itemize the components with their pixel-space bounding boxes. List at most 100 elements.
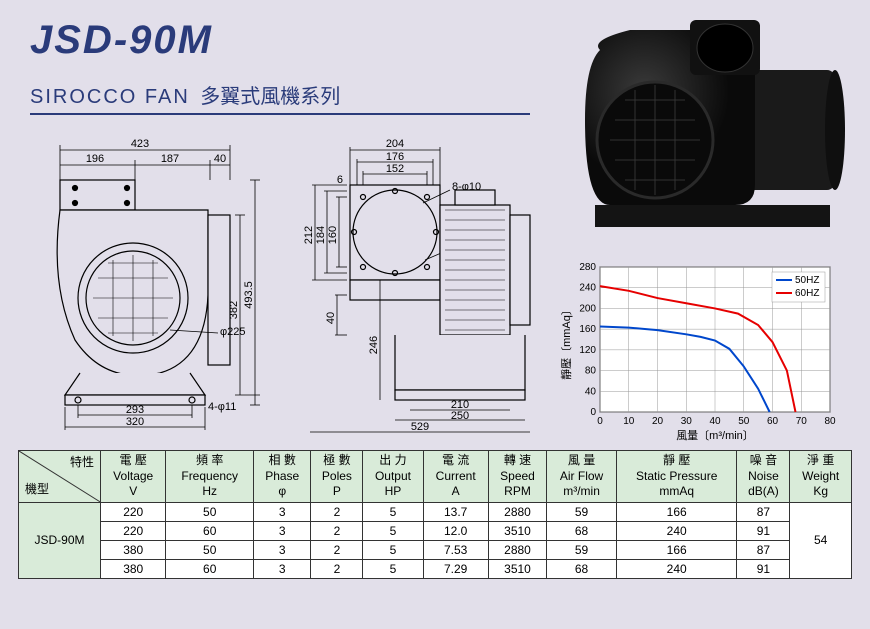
- table-cell: 220: [101, 521, 166, 540]
- table-cell: 3510: [488, 559, 546, 578]
- table-cell: 240: [616, 521, 737, 540]
- table-cell: 5: [363, 540, 423, 559]
- svg-text:184: 184: [315, 226, 327, 244]
- svg-text:40: 40: [585, 386, 597, 397]
- table-row: 2206032512.035106824091: [19, 521, 852, 540]
- table-cell: 5: [363, 559, 423, 578]
- product-subtitle: SIROCCO FAN 多翼式風機系列: [30, 80, 340, 109]
- table-row: JSD-90M2205032513.72880591668754: [19, 502, 852, 521]
- table-row: 380603257.2935106824091: [19, 559, 852, 578]
- table-cell: 50: [166, 502, 254, 521]
- svg-text:40: 40: [325, 312, 337, 324]
- table-cell: 2: [311, 502, 363, 521]
- chart-ylabel: 靜壓〔mmAq〕: [560, 304, 573, 380]
- table-cell: 2: [311, 559, 363, 578]
- svg-text:529: 529: [411, 421, 429, 433]
- spec-table: 特性 機型 電 壓VoltageV頻 率FrequencyHz相 數Phaseφ…: [18, 450, 852, 579]
- table-cell: 5: [363, 502, 423, 521]
- table-cell: 3: [254, 540, 311, 559]
- table-cell: 3510: [488, 521, 546, 540]
- table-cell: 50: [166, 540, 254, 559]
- col-header: 出 力OutputHP: [363, 451, 423, 503]
- subtitle-en: SIROCCO FAN: [30, 86, 190, 108]
- table-cell: 3: [254, 502, 311, 521]
- table-cell: 60: [166, 521, 254, 540]
- col-header: 頻 率FrequencyHz: [166, 451, 254, 503]
- table-cell: 59: [547, 540, 617, 559]
- svg-text:50: 50: [738, 416, 750, 427]
- table-cell: 2: [311, 540, 363, 559]
- svg-text:20: 20: [652, 416, 664, 427]
- col-header: 風 量Air Flowm³/min: [547, 451, 617, 503]
- chart-xlabel: 風量〔m³/min〕: [676, 429, 754, 442]
- table-cell: 87: [737, 502, 790, 521]
- table-cell: 68: [547, 521, 617, 540]
- table-cell: 3: [254, 521, 311, 540]
- svg-text:280: 280: [579, 262, 596, 273]
- svg-text:160: 160: [327, 226, 339, 244]
- svg-text:212: 212: [303, 226, 315, 244]
- divider: [30, 113, 530, 115]
- table-cell: 166: [616, 540, 737, 559]
- table-cell: 7.53: [423, 540, 488, 559]
- svg-text:4-φ11: 4-φ11: [208, 401, 236, 413]
- svg-text:493.5: 493.5: [243, 281, 255, 309]
- dimension-diagrams: 423 196 187 40: [30, 135, 550, 435]
- svg-text:246: 246: [368, 336, 380, 354]
- svg-text:10: 10: [623, 416, 635, 427]
- table-cell: 7.29: [423, 559, 488, 578]
- table-cell: 2: [311, 521, 363, 540]
- svg-text:60: 60: [767, 416, 779, 427]
- svg-text:0: 0: [597, 416, 603, 427]
- col-header: 轉 速SpeedRPM: [488, 451, 546, 503]
- table-cell: 220: [101, 502, 166, 521]
- table-cell: 12.0: [423, 521, 488, 540]
- svg-text:320: 320: [126, 416, 144, 428]
- table-cell: 91: [737, 521, 790, 540]
- svg-text:50HZ: 50HZ: [795, 275, 819, 286]
- table-cell: 91: [737, 559, 790, 578]
- subtitle-cn: 多翼式風機系列: [200, 86, 340, 108]
- svg-text:200: 200: [579, 303, 596, 314]
- product-photo: [540, 10, 850, 240]
- svg-text:6: 6: [337, 174, 343, 186]
- table-cell: 59: [547, 502, 617, 521]
- performance-chart: 0102030405060708004080120160200240280 風量…: [560, 262, 860, 442]
- table-cell: 240: [616, 559, 737, 578]
- svg-text:250: 250: [451, 410, 469, 422]
- col-header: 電 流CurrentA: [423, 451, 488, 503]
- table-row: 380503257.5328805916687: [19, 540, 852, 559]
- svg-text:70: 70: [796, 416, 808, 427]
- svg-text:40: 40: [214, 153, 226, 165]
- svg-text:204: 204: [386, 138, 404, 150]
- table-cell: 166: [616, 502, 737, 521]
- table-cell: 2880: [488, 502, 546, 521]
- svg-text:80: 80: [824, 416, 836, 427]
- table-cell: 2880: [488, 540, 546, 559]
- col-header: 電 壓VoltageV: [101, 451, 166, 503]
- svg-text:382: 382: [228, 301, 240, 319]
- svg-text:423: 423: [131, 138, 149, 150]
- svg-text:0: 0: [590, 407, 596, 418]
- model-cell: JSD-90M: [19, 502, 101, 578]
- svg-text:152: 152: [386, 163, 404, 175]
- col-header: 相 數Phaseφ: [254, 451, 311, 503]
- svg-text:φ225: φ225: [220, 326, 246, 338]
- svg-text:30: 30: [681, 416, 693, 427]
- table-cell: 380: [101, 540, 166, 559]
- svg-text:240: 240: [579, 283, 596, 294]
- table-cell: 3: [254, 559, 311, 578]
- svg-text:196: 196: [86, 153, 104, 165]
- table-cell: 13.7: [423, 502, 488, 521]
- svg-text:40: 40: [709, 416, 721, 427]
- svg-text:293: 293: [126, 404, 144, 416]
- table-cell: 5: [363, 521, 423, 540]
- col-header: 極 數PolesP: [311, 451, 363, 503]
- col-header: 噪 音NoisedB(A): [737, 451, 790, 503]
- svg-text:176: 176: [386, 151, 404, 163]
- svg-text:187: 187: [161, 153, 179, 165]
- col-header: 靜 壓Static PressuremmAq: [616, 451, 737, 503]
- table-corner: 特性 機型: [19, 451, 101, 503]
- svg-text:60HZ: 60HZ: [795, 288, 819, 299]
- svg-text:160: 160: [579, 324, 596, 335]
